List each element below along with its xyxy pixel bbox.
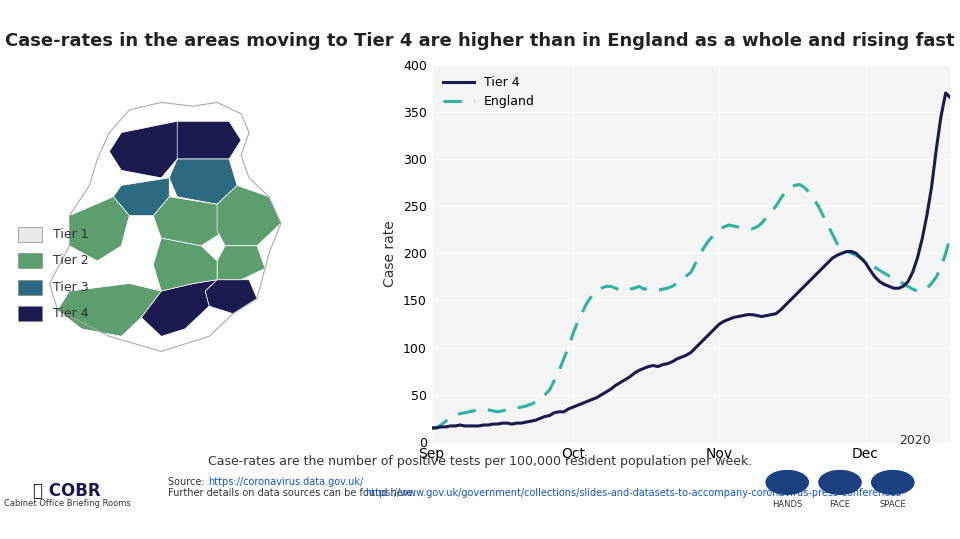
Polygon shape: [154, 238, 217, 291]
Bar: [17, 227, 41, 242]
Text: Cabinet Office Briefing Rooms: Cabinet Office Briefing Rooms: [4, 499, 131, 508]
Tier 4: [940, 89, 951, 96]
England: [666, 283, 678, 289]
Line: England: England: [432, 184, 950, 429]
Text: 2020: 2020: [900, 434, 931, 447]
Legend: Tier 4, England: Tier 4, England: [438, 71, 540, 113]
Polygon shape: [169, 159, 237, 204]
Text: FACE: FACE: [829, 500, 851, 509]
Line: Tier 4: Tier 4: [432, 93, 950, 428]
Tier 4: [728, 314, 739, 321]
Tier 4: [426, 425, 438, 431]
Text: Tier 3: Tier 3: [54, 281, 89, 294]
Tier 4: [925, 184, 937, 191]
England: [728, 223, 739, 229]
Text: Further details on data sources can be found here:: Further details on data sources can be f…: [168, 488, 419, 498]
Polygon shape: [217, 246, 265, 280]
Polygon shape: [109, 121, 178, 178]
Text: Tier 2: Tier 2: [54, 254, 89, 267]
Text: SPACE: SPACE: [879, 500, 906, 509]
Text: Source:: Source:: [168, 477, 207, 487]
Polygon shape: [205, 280, 257, 314]
Tier 4: [619, 376, 631, 383]
England: [426, 426, 438, 432]
Polygon shape: [69, 197, 130, 261]
Polygon shape: [58, 284, 161, 336]
Polygon shape: [141, 280, 217, 336]
Text: 🏛 COBR: 🏛 COBR: [34, 482, 101, 500]
England: [619, 288, 631, 294]
Text: HANDS: HANDS: [772, 500, 803, 509]
Tier 4: [945, 94, 956, 101]
Polygon shape: [217, 185, 281, 246]
England: [930, 274, 942, 280]
Text: https://coronavirus.data.gov.uk/: https://coronavirus.data.gov.uk/: [208, 477, 364, 487]
England: [945, 233, 956, 239]
Text: Tier 1: Tier 1: [54, 228, 89, 241]
Text: Case-rates in the areas moving to Tier 4 are higher than in England as a whole a: Case-rates in the areas moving to Tier 4…: [5, 32, 955, 50]
Polygon shape: [169, 121, 241, 159]
Text: Case-rates are the number of positive tests per 100,000 resident population per : Case-rates are the number of positive te…: [208, 455, 752, 468]
Polygon shape: [113, 178, 169, 216]
England: [558, 356, 569, 362]
Text: https://www.gov.uk/government/collections/slides-and-datasets-to-accompany-coron: https://www.gov.uk/government/collection…: [365, 488, 900, 498]
Tier 4: [666, 358, 678, 365]
Bar: [17, 253, 41, 268]
Polygon shape: [154, 197, 225, 246]
England: [543, 387, 555, 393]
England: [794, 181, 805, 188]
Tier 4: [558, 409, 569, 415]
Bar: [17, 280, 41, 295]
Bar: [17, 306, 41, 321]
Tier 4: [543, 412, 555, 419]
Text: Tier 4: Tier 4: [54, 307, 89, 320]
Y-axis label: Case rate: Case rate: [383, 220, 397, 287]
